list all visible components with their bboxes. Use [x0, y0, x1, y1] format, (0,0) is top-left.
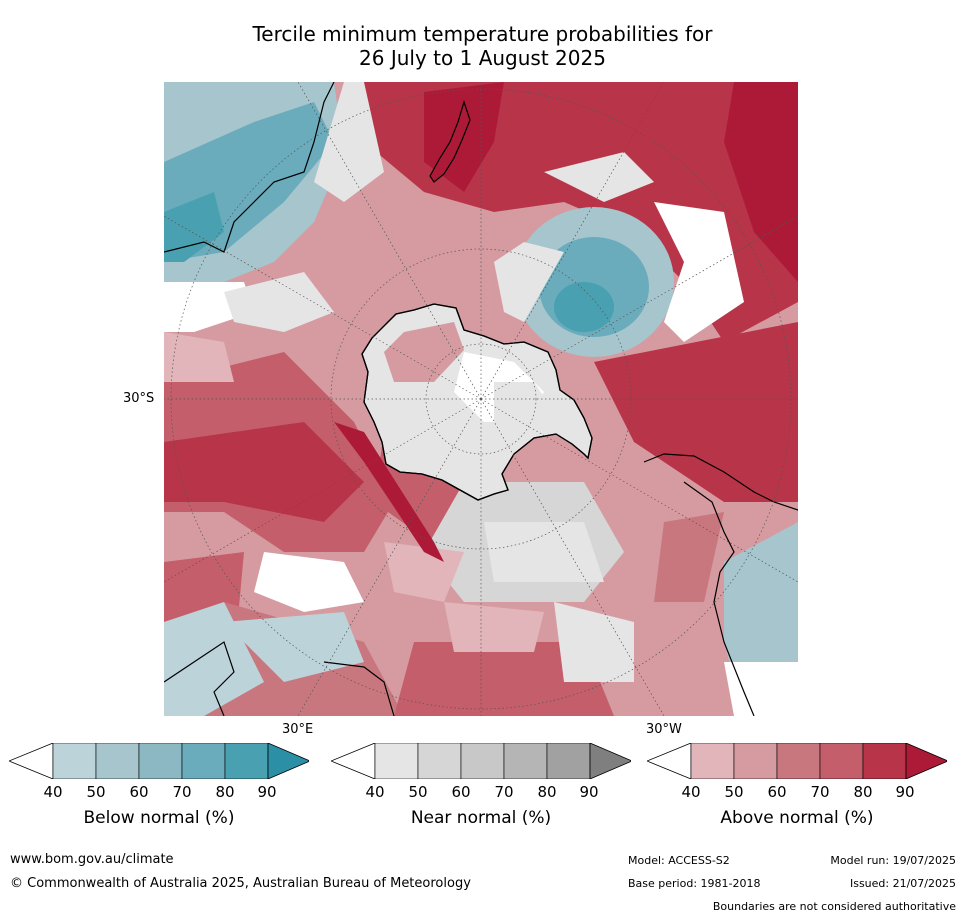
colorbar-below [9, 743, 309, 779]
colorbar-near [331, 743, 631, 779]
footer-model: Model: ACCESS-S2 [628, 854, 730, 867]
colorbar-low-extension [9, 743, 54, 779]
tick-label: 40 [681, 783, 701, 801]
tick-label: 70 [172, 783, 192, 801]
colorbar-segment [862, 743, 907, 779]
footer-base-period: Base period: 1981-2018 [628, 877, 761, 890]
colorbar-segment [52, 743, 97, 779]
colorbar-segment [224, 743, 269, 779]
lat-label-30s: 30°S [123, 391, 155, 406]
footer-copyright: © Commonwealth of Australia 2025, Austra… [10, 876, 471, 891]
tick-label: 70 [810, 783, 830, 801]
probability-map [164, 82, 798, 716]
colorbar-label-below: Below normal (%) [83, 808, 235, 828]
tick-label: 90 [579, 783, 599, 801]
tick-label: 90 [895, 783, 915, 801]
chart-title: Tercile minimum temperature probabilitie… [0, 22, 965, 70]
lon-label-30w: 30°W [646, 722, 682, 737]
title-line-2: 26 July to 1 August 2025 [359, 46, 606, 70]
tick-label: 80 [853, 783, 873, 801]
colorbar-low-extension [647, 743, 692, 779]
colorbar-high-extension [589, 743, 631, 779]
tick-label: 60 [767, 783, 787, 801]
colorbar-segment [733, 743, 778, 779]
tick-label: 50 [86, 783, 106, 801]
tick-label: 60 [451, 783, 471, 801]
footer-url[interactable]: www.bom.gov.au/climate [10, 852, 174, 867]
colorbar-segment [374, 743, 419, 779]
colorbar-segment [417, 743, 462, 779]
colorbar-high-extension [905, 743, 947, 779]
australia-outline [164, 82, 335, 253]
colorbar-low-extension [331, 743, 376, 779]
colorbar-label-above: Above normal (%) [720, 808, 874, 828]
colorbar-label-near: Near normal (%) [410, 808, 552, 828]
colorbar-segment [776, 743, 821, 779]
south-america-outline [643, 453, 798, 716]
tick-label: 90 [257, 783, 277, 801]
tick-label: 60 [129, 783, 149, 801]
footer-model-run: Model run: 19/07/2025 [830, 854, 956, 867]
title-line-1: Tercile minimum temperature probabilitie… [252, 22, 713, 46]
colorbar-segment [138, 743, 183, 779]
colorbar-segment [819, 743, 864, 779]
tick-label: 40 [43, 783, 63, 801]
africa-outline [164, 641, 395, 716]
footer-issued: Issued: 21/07/2025 [849, 877, 956, 890]
graticule [164, 82, 798, 716]
lon-label-30e: 30°E [282, 722, 314, 737]
colorbar-segment [546, 743, 591, 779]
tick-label: 80 [215, 783, 235, 801]
tick-label: 40 [365, 783, 385, 801]
colorbar-segment [181, 743, 226, 779]
colorbar-segment [95, 743, 140, 779]
colorbar-above [647, 743, 947, 779]
colorbar-segment [503, 743, 548, 779]
tick-label: 50 [724, 783, 744, 801]
footer-disclaimer: Boundaries are not considered authoritat… [712, 900, 956, 913]
colorbar-high-extension [267, 743, 309, 779]
tick-label: 80 [537, 783, 557, 801]
tick-label: 70 [494, 783, 514, 801]
tick-label: 50 [408, 783, 428, 801]
colorbar-segment [690, 743, 735, 779]
colorbar-segment [460, 743, 505, 779]
new-zealand-outline [429, 100, 471, 183]
